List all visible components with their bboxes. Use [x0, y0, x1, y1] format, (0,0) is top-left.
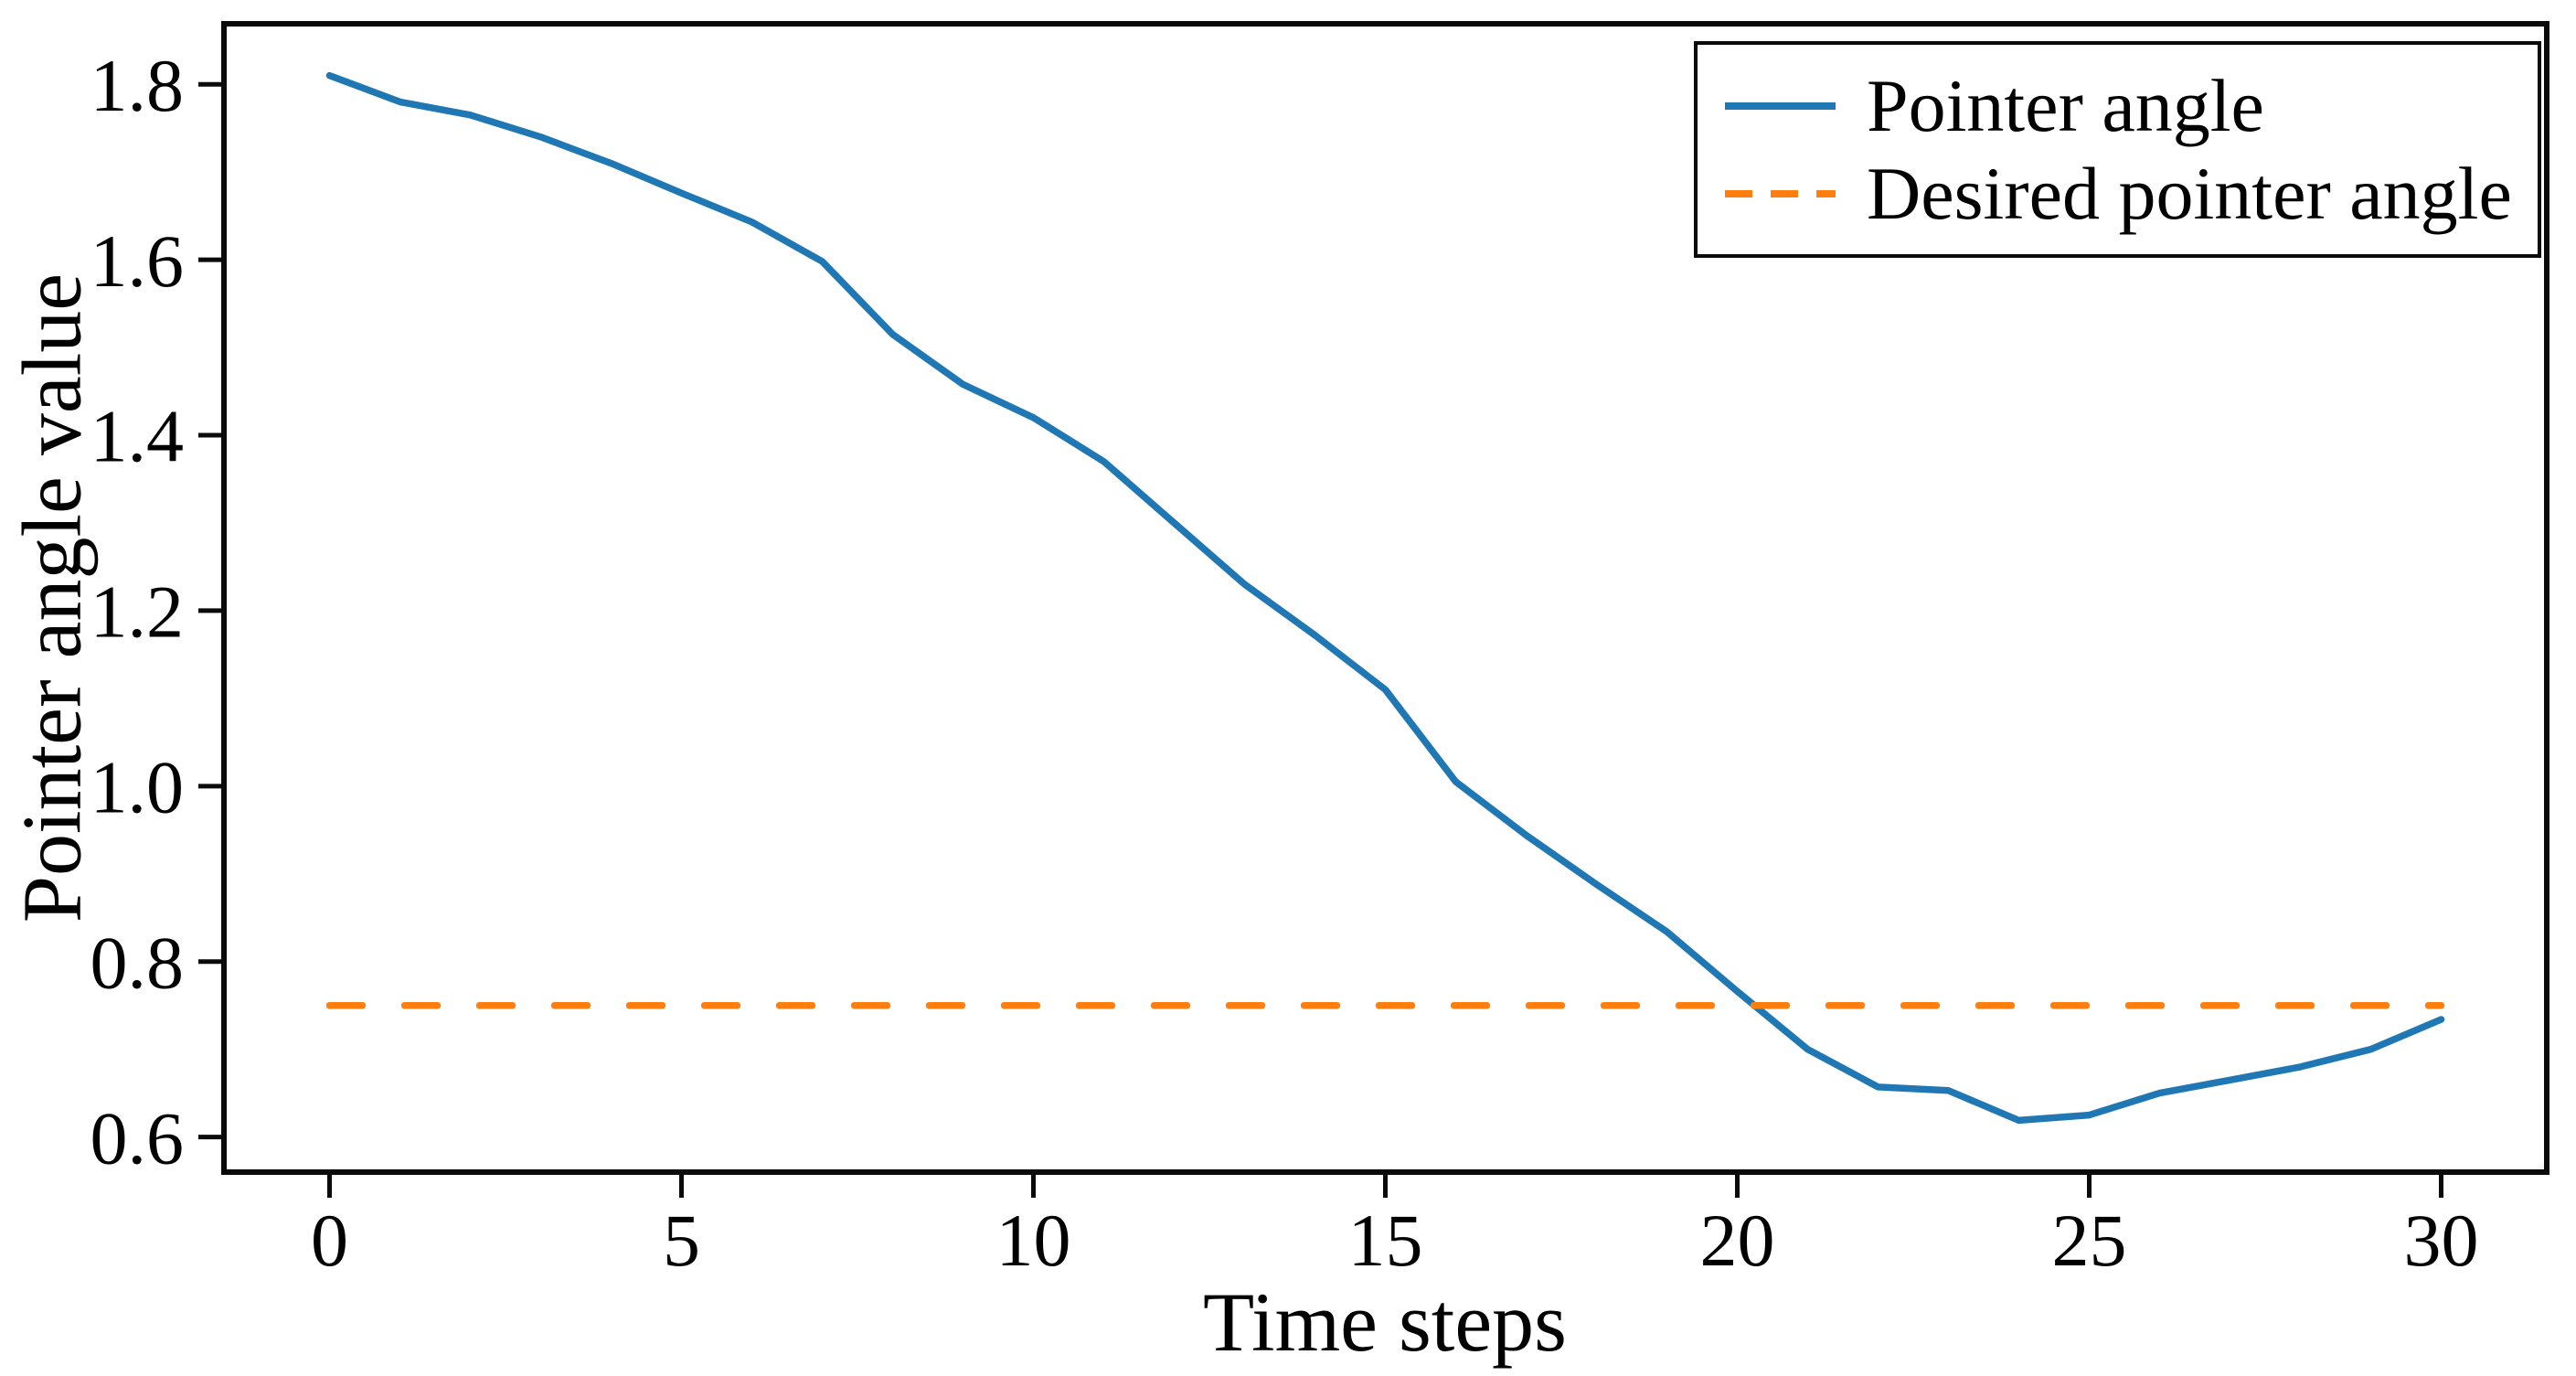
y-tick-label: 1.0 — [90, 746, 185, 829]
x-axis-label: Time steps — [1203, 1275, 1567, 1369]
y-tick-label: 0.8 — [90, 921, 185, 1004]
legend-item-pointer-angle: Pointer angle — [1725, 62, 2538, 150]
x-tick-label: 15 — [1348, 1199, 1423, 1282]
x-tick-label: 25 — [2052, 1199, 2127, 1282]
legend-item-desired-pointer-angle: Desired pointer angle — [1725, 150, 2538, 238]
y-tick-label: 1.2 — [90, 571, 185, 654]
y-tick-label: 0.6 — [90, 1096, 185, 1179]
x-tick-label: 20 — [1700, 1199, 1775, 1282]
legend-line-dashed-swatch — [1725, 189, 1836, 197]
x-tick-label: 5 — [663, 1199, 700, 1282]
legend-item-label: Pointer angle — [1867, 63, 2264, 147]
pointer-angle-line — [325, 71, 2445, 1125]
y-tick-label: 1.8 — [90, 44, 185, 127]
x-tick-label: 0 — [311, 1199, 348, 1282]
legend: Pointer angle Desired pointer angle — [1694, 41, 2541, 258]
x-tick-label: 30 — [2404, 1199, 2479, 1282]
y-tick-label: 1.4 — [90, 395, 185, 478]
y-axis-label: Pointer angle value — [5, 272, 99, 923]
plot-border — [221, 21, 2549, 1175]
legend-item-label: Desired pointer angle — [1867, 151, 2512, 235]
legend-line-solid-swatch — [1725, 101, 1836, 110]
x-tick-label: 10 — [996, 1199, 1071, 1282]
y-tick-label: 1.6 — [90, 219, 185, 303]
